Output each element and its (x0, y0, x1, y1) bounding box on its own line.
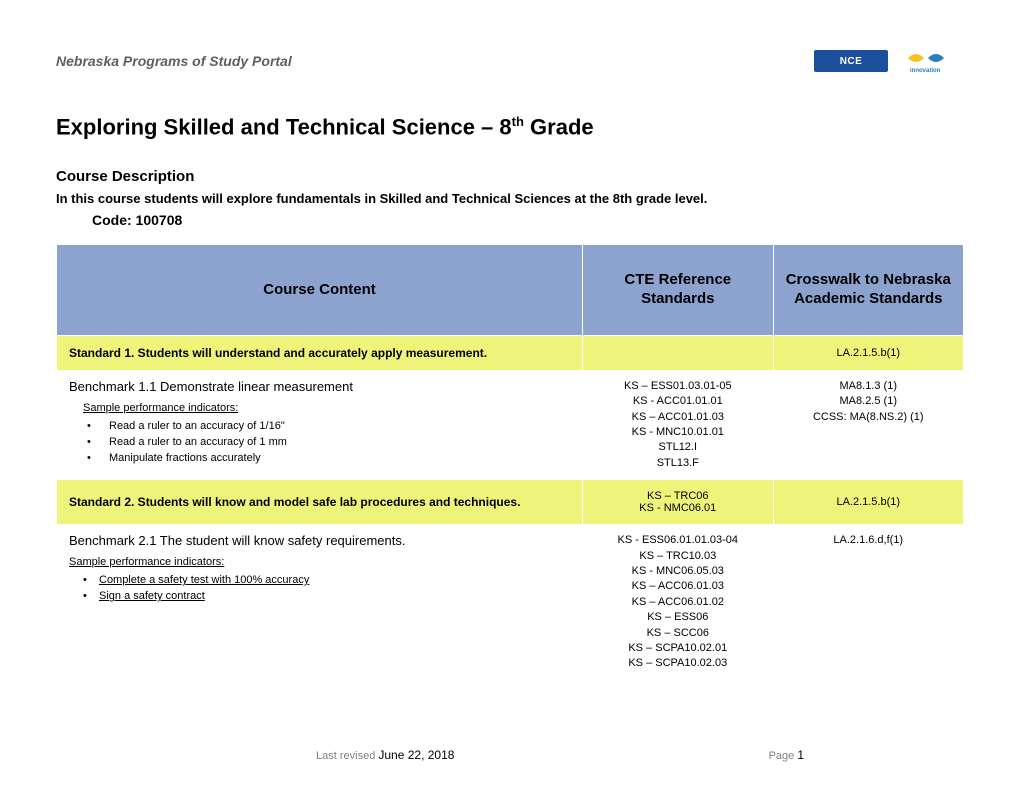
standard-2-cte: KS – TRC06 KS - NMC06.01 (583, 480, 773, 525)
list-item: Complete a safety test with 100% accurac… (83, 572, 570, 588)
cte-line: KS – ACC06.01.03 (595, 579, 760, 594)
cte-line: KS - NMC06.01 (595, 502, 760, 514)
benchmark-2-1-bullets: Complete a safety test with 100% accurac… (83, 572, 570, 604)
standard-2-text: Standard 2. Students will know and model… (57, 480, 583, 525)
title-superscript: th (512, 114, 524, 129)
header-course-content: Course Content (57, 245, 583, 336)
header-cte-standards: CTE Reference Standards (583, 245, 773, 336)
course-description-heading: Course Description (56, 168, 964, 185)
revised-label: Last revised (316, 750, 378, 762)
cte-line: KS - ACC01.01.01 (595, 394, 760, 409)
benchmark-2-1-content: Benchmark 2.1 The student will know safe… (57, 525, 583, 681)
benchmark-2-1-row: Benchmark 2.1 The student will know safe… (57, 525, 964, 681)
standard-1-cross: LA.2.1.5.b(1) (773, 335, 963, 370)
cte-line: KS – ACC06.01.02 (595, 595, 760, 610)
standard-1-cte (583, 335, 773, 370)
bullet-text: Complete a safety test with 100% accurac… (99, 574, 309, 586)
last-revised: Last revised June 22, 2018 (316, 748, 454, 762)
cte-line: KS – TRC10.03 (595, 549, 760, 564)
cte-line: STL13.F (595, 456, 760, 471)
list-item: Read a ruler to an accuracy of 1 mm (83, 434, 570, 450)
cte-line: KS – TRC06 (595, 490, 760, 502)
list-item: Manipulate fractions accurately (83, 450, 570, 466)
cte-line: KS - ESS06.01.01.03-04 (595, 533, 760, 548)
standard-2-row: Standard 2. Students will know and model… (57, 480, 964, 525)
standard-2-cross: LA.2.1.5.b(1) (773, 480, 963, 525)
portal-title: Nebraska Programs of Study Portal (56, 53, 292, 69)
sample-indicators-label: Sample performance indicators: (69, 556, 570, 568)
cross-line: MA8.1.3 (1) (786, 379, 951, 394)
page-number: Page 1 (769, 748, 804, 762)
revised-date: June 22, 2018 (378, 748, 454, 762)
title-tail: Grade (524, 114, 594, 139)
list-item: Sign a safety contract (83, 588, 570, 604)
cte-line: KS – SCPA10.02.01 (595, 641, 760, 656)
page-footer: Last revised June 22, 2018 Page 1 (56, 748, 964, 762)
course-description-text: In this course students will explore fun… (56, 191, 964, 206)
cte-line: KS - MNC06.05.03 (595, 564, 760, 579)
content-table: Course Content CTE Reference Standards C… (56, 244, 964, 680)
cte-line: KS – ESS01.03.01-05 (595, 379, 760, 394)
nce-logo-text: NCE (840, 56, 863, 67)
cte-line: KS – ACC01.01.03 (595, 410, 760, 425)
benchmark-1-1-row: Benchmark 1.1 Demonstrate linear measure… (57, 370, 964, 479)
svg-text:innovation: innovation (910, 68, 941, 74)
innovation-logo: innovation (904, 48, 964, 74)
benchmark-1-1-title: Benchmark 1.1 Demonstrate linear measure… (69, 379, 570, 394)
header-crosswalk: Crosswalk to Nebraska Academic Standards (773, 245, 963, 336)
table-header-row: Course Content CTE Reference Standards C… (57, 245, 964, 336)
cte-line: KS - MNC10.01.01 (595, 425, 760, 440)
logo-group: NCE innovation (814, 48, 964, 74)
benchmark-1-1-bullets: Read a ruler to an accuracy of 1/16" Rea… (83, 418, 570, 466)
benchmark-2-1-title: Benchmark 2.1 The student will know safe… (69, 533, 570, 548)
benchmark-2-1-cross: LA.2.1.6.d,f(1) (773, 525, 963, 681)
benchmark-1-1-cte: KS – ESS01.03.01-05 KS - ACC01.01.01 KS … (583, 370, 773, 479)
cte-line: KS – SCC06 (595, 626, 760, 641)
page-num-value: 1 (797, 748, 804, 762)
page-label: Page (769, 750, 798, 762)
standard-1-text: Standard 1. Students will understand and… (57, 335, 583, 370)
benchmark-1-1-cross: MA8.1.3 (1) MA8.2.5 (1) CCSS: MA(8.NS.2)… (773, 370, 963, 479)
cross-line: CCSS: MA(8.NS.2) (1) (786, 410, 951, 425)
benchmark-2-1-cte: KS - ESS06.01.01.03-04 KS – TRC10.03 KS … (583, 525, 773, 681)
bullet-text: Sign a safety contract (99, 590, 205, 602)
sample-indicators-label: Sample performance indicators: (83, 402, 570, 414)
document-header: Nebraska Programs of Study Portal NCE in… (56, 48, 964, 74)
benchmark-1-1-content: Benchmark 1.1 Demonstrate linear measure… (57, 370, 583, 479)
nce-logo: NCE (814, 50, 888, 72)
list-item: Read a ruler to an accuracy of 1/16" (83, 418, 570, 434)
cte-line: STL12.I (595, 440, 760, 455)
course-code: Code: 100708 (92, 212, 964, 228)
course-title: Exploring Skilled and Technical Science … (56, 114, 964, 140)
cross-line: MA8.2.5 (1) (786, 394, 951, 409)
title-main: Exploring Skilled and Technical Science … (56, 114, 512, 139)
cross-line: LA.2.1.6.d,f(1) (786, 533, 951, 548)
cte-line: KS – ESS06 (595, 610, 760, 625)
cte-line: KS – SCPA10.02.03 (595, 656, 760, 671)
standard-1-row: Standard 1. Students will understand and… (57, 335, 964, 370)
